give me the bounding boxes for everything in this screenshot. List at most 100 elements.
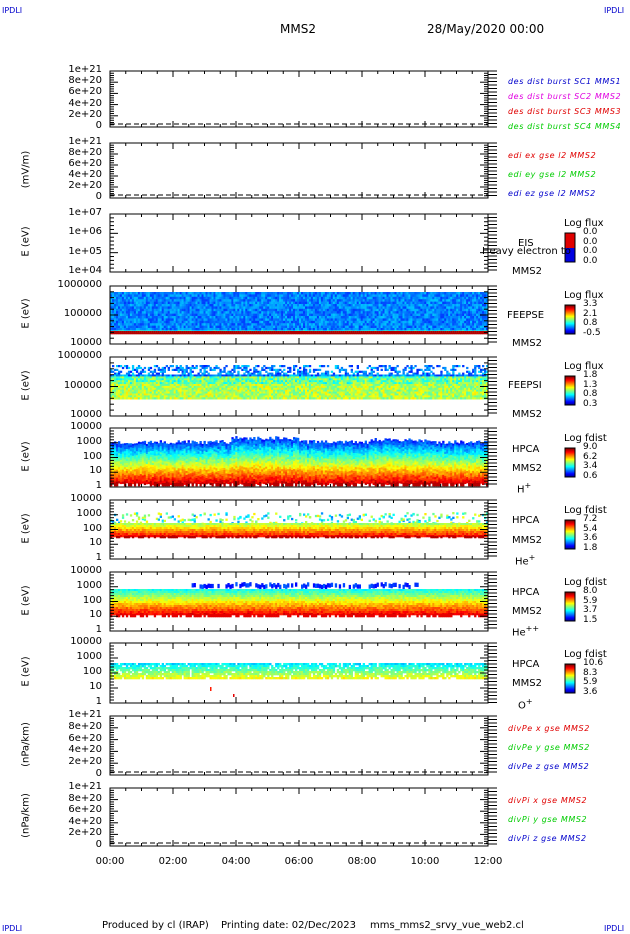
heatmap-cell — [227, 373, 229, 375]
heatmap-cell — [255, 318, 257, 321]
heatmap-cell — [200, 392, 202, 394]
heatmap-cell — [301, 297, 303, 300]
heatmap-cell — [162, 371, 164, 373]
heatmap-cell — [444, 292, 446, 295]
heatmap-cell — [158, 386, 160, 388]
heatmap-cell — [474, 294, 476, 297]
heatmap-cell — [393, 323, 395, 326]
heatmap-cell — [164, 331, 166, 334]
heatmap-cell — [408, 328, 410, 331]
heatmap-cell — [148, 369, 150, 371]
heatmap-cell — [227, 316, 229, 319]
heatmap-cell — [247, 380, 249, 382]
heatmap-cell — [217, 326, 219, 329]
heatmap-cell — [142, 323, 144, 326]
heatmap-cell — [198, 297, 200, 300]
heatmap-cell — [393, 316, 395, 319]
heatmap-cell — [321, 328, 323, 331]
heatmap-cell — [347, 294, 349, 297]
heatmap-cell — [227, 328, 229, 331]
heatmap-cell — [223, 390, 225, 392]
heatmap-cell — [263, 309, 265, 312]
heatmap-cell — [223, 378, 225, 380]
heatmap-cell — [259, 326, 261, 329]
heatmap-cell — [130, 375, 132, 377]
heatmap-cell — [347, 321, 349, 324]
heatmap-cell — [227, 302, 229, 305]
heatmap-cell — [166, 314, 168, 317]
heatmap-cell — [152, 321, 154, 324]
heatmap-cell — [217, 311, 219, 314]
heatmap-cell — [377, 314, 379, 317]
heatmap-cell — [202, 292, 204, 295]
heatmap-cell — [438, 304, 440, 307]
heatmap-cell — [249, 323, 251, 326]
heatmap-cell — [235, 321, 237, 324]
heatmap-cell — [225, 382, 227, 384]
heatmap-cell — [454, 306, 456, 309]
heatmap-cell — [158, 397, 160, 399]
heatmap-cell — [180, 321, 182, 324]
heatmap-cell — [198, 292, 200, 295]
heatmap-cell — [172, 294, 174, 297]
heatmap-cell — [406, 304, 408, 307]
heatmap-cell — [178, 375, 180, 377]
heatmap-cell — [470, 299, 472, 302]
heatmap-cell — [154, 375, 156, 377]
heatmap-cell — [229, 292, 231, 295]
heatmap-cell — [154, 395, 156, 397]
heatmap-cell — [217, 302, 219, 305]
heatmap-cell — [229, 304, 231, 307]
heatmap-cell — [150, 392, 152, 394]
heatmap-cell — [285, 309, 287, 312]
heatmap-cell — [379, 321, 381, 324]
heatmap-cell — [140, 326, 142, 329]
heatmap-cell — [393, 299, 395, 302]
heatmap-cell — [385, 304, 387, 307]
panel-frame — [110, 214, 488, 272]
heatmap-cell — [217, 395, 219, 397]
heatmap-cell — [283, 316, 285, 319]
heatmap-cell — [192, 299, 194, 302]
heatmap-cell — [468, 331, 470, 334]
heatmap-cell — [223, 297, 225, 300]
heatmap-cell — [124, 331, 126, 334]
heatmap-cell — [212, 382, 214, 384]
heatmap-cell — [448, 321, 450, 324]
heatmap-cell — [124, 375, 126, 377]
heatmap-cell — [235, 323, 237, 326]
heatmap-cell — [204, 397, 206, 399]
heatmap-cell — [263, 326, 265, 329]
heatmap-cell — [144, 309, 146, 312]
heatmap-cell — [430, 323, 432, 326]
heatmap-cell — [303, 326, 305, 329]
heatmap-cell — [311, 321, 313, 324]
heatmap-cell — [395, 318, 397, 321]
heatmap-cell — [287, 299, 289, 302]
heatmap-cell — [227, 376, 229, 378]
heatmap-cell — [168, 376, 170, 378]
heatmap-cell — [162, 369, 164, 371]
heatmap-cell — [146, 306, 148, 309]
heatmap-cell — [474, 304, 476, 307]
heatmap-cell — [186, 318, 188, 321]
heatmap-cell — [259, 299, 261, 302]
heatmap-cell — [146, 378, 148, 380]
heatmap-cell — [253, 371, 255, 373]
heatmap-cell — [225, 294, 227, 297]
heatmap-cell — [482, 331, 484, 334]
heatmap-cell — [430, 299, 432, 302]
heatmap-cell — [229, 328, 231, 331]
heatmap-cell — [375, 331, 377, 334]
heatmap-cell — [341, 318, 343, 321]
heatmap-cell — [204, 371, 206, 373]
heatmap-cell — [126, 382, 128, 384]
heatmap-cell — [184, 375, 186, 377]
heatmap-cell — [468, 323, 470, 326]
heatmap-cell — [385, 331, 387, 334]
heatmap-cell — [130, 386, 132, 388]
heatmap-cell — [243, 318, 245, 321]
heatmap-cell — [279, 314, 281, 317]
heatmap-cell — [162, 321, 164, 324]
heatmap-cell — [259, 323, 261, 326]
